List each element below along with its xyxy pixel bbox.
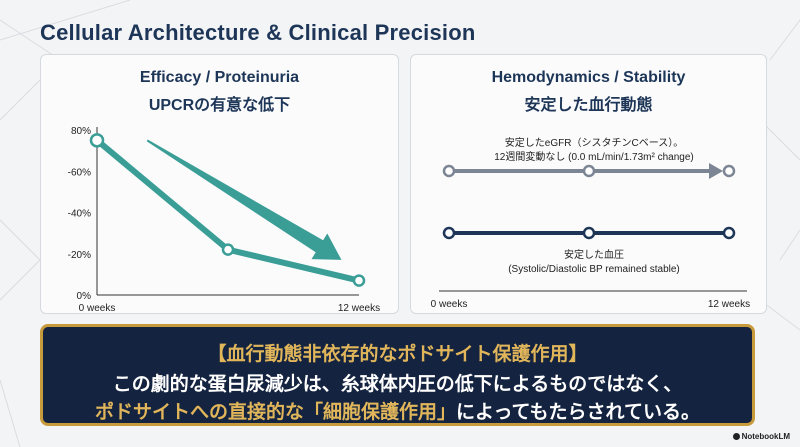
bp-data-point [722, 226, 736, 240]
x-tick-label: 12 weeks [708, 299, 750, 310]
trend-arrow [146, 139, 342, 260]
bp-annotation-line2: (Systolic/Diastolic BP remained stable) [508, 264, 680, 275]
x-tick-label: 0 weeks [79, 303, 116, 313]
logo-text: NotebookLM [741, 432, 790, 441]
y-tick-label: -60% [68, 167, 91, 178]
egfr-arrow-head [709, 163, 723, 179]
x-tick-label: 0 weeks [431, 299, 468, 310]
hemodynamics-title: Hemodynamics / Stability [491, 69, 686, 86]
egfr-data-point [442, 164, 456, 178]
upcr-line-chart: 80% -60% -40% -20% 0%0 weeks 12 weeks [68, 126, 380, 313]
banner-line2-part1: ポドサイトへの直接的な [95, 402, 305, 423]
y-tick-label: 80% [71, 126, 91, 137]
egfr-data-point [722, 164, 736, 178]
upcr-data-point [89, 133, 105, 148]
egfr-annotation-line1: 安定したeGFR（シスタチンCベース）。 [505, 136, 683, 149]
efficacy-panel: Efficacy / Proteinuria UPCRの有意な低下 80% -60… [40, 54, 399, 314]
upcr-data-point [221, 243, 235, 256]
banner-heading: 【血行動態非依存的なポドサイト保護作用】 [207, 344, 588, 365]
logo-icon [732, 433, 740, 441]
upcr-series-line [95, 138, 360, 284]
y-tick-label: 0% [77, 291, 92, 302]
banner-line2-emphasis: 「細胞保護作用」 [304, 402, 457, 423]
egfr-annotation-line2: 12週間変動なし (0.0 mL/min/1.73m² change) [494, 150, 694, 163]
slide-title: Cellular Architecture & Clinical Precisi… [40, 20, 476, 45]
efficacy-title: Efficacy / Proteinuria [139, 69, 300, 86]
bp-data-point [582, 226, 596, 240]
efficacy-subtitle: UPCRの有意な低下 [148, 97, 291, 114]
egfr-data-point [582, 164, 596, 178]
y-tick-label: -20% [68, 250, 91, 261]
banner-line2: ポドサイトへの直接的な「細胞保護作用」によってもたらされている。 [43, 397, 752, 424]
conclusion-banner: 【血行動態非依存的なポドサイト保護作用】 この劇的な蛋白尿減少は、糸球体内圧の低… [40, 324, 755, 426]
y-tick-label: -40% [68, 209, 91, 220]
hemodynamics-subtitle: 安定した血行動態 [524, 97, 653, 114]
banner-line2-part3: によってもたらされている。 [456, 402, 700, 423]
notebooklm-logo: NotebookLM [732, 432, 790, 441]
hemodynamics-panel: Hemodynamics / Stability 安定した血行動態 安定したeG… [410, 54, 767, 314]
x-tick-label: 12 weeks [338, 303, 380, 313]
stability-line-chart: 安定したeGFR（シスタチンCベース）。 12週間変動なし (0.0 mL/mi… [431, 136, 750, 310]
bp-annotation-line1: 安定した血圧 [564, 248, 624, 261]
banner-line1: この劇的な蛋白尿減少は、糸球体内圧の低下によるものではなく、 [112, 374, 683, 395]
upcr-data-point [352, 274, 366, 287]
bp-data-point [442, 226, 456, 240]
